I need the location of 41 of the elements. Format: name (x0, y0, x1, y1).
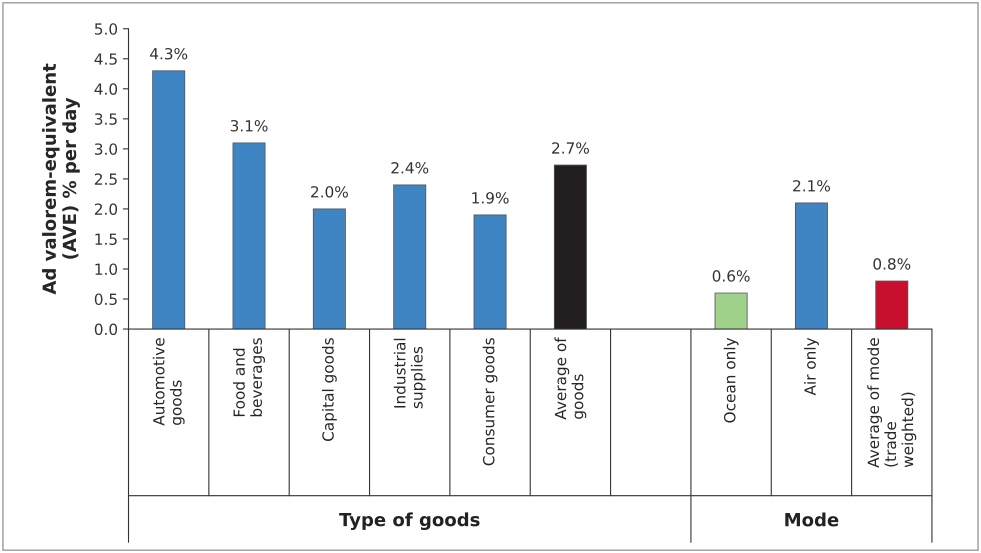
x-tick-label: Ocean only (724, 338, 738, 423)
bar (232, 142, 266, 330)
bar (875, 280, 908, 330)
x-tick-label: Food and beverages (233, 338, 265, 416)
bar (794, 202, 828, 330)
x-tick-label: Average of mode (trade weighted) (867, 338, 916, 468)
x-tick-label: Industrial supplies (394, 338, 426, 408)
x-tick-label: Capital goods (322, 338, 337, 441)
y-axis-title: Ad valorem-equivalent (AVE) % per day (42, 64, 80, 294)
bar (554, 164, 587, 330)
text: Type of goods (339, 512, 480, 530)
data-label: 4.3% (150, 48, 188, 60)
y-tick-label: 1.5 (95, 234, 117, 245)
data-label: 2.4% (391, 162, 428, 174)
x-tick-label: Average of goods (554, 337, 586, 420)
y-tick-label: 3.5 (94, 113, 117, 125)
data-label: 0.6% (712, 270, 750, 282)
x-tick-label: Consumer goods (482, 338, 498, 466)
text: Mode (785, 512, 838, 526)
data-label: 1.9% (472, 192, 509, 204)
bar (312, 208, 346, 330)
data-label: 2.1% (793, 180, 830, 192)
bar (152, 70, 186, 330)
x-tick-label: Air only (804, 338, 819, 396)
y-tick-label: 4.5 (94, 53, 117, 65)
y-tick-label: 0.5 (94, 293, 117, 306)
data-label: 0.8% (873, 258, 910, 270)
data-label: 3.1% (230, 120, 268, 132)
y-tick-label: 1.0 (95, 263, 118, 275)
data-label: 2.0% (311, 186, 348, 198)
y-tick-label: 4.0 (94, 83, 118, 95)
y-tick-label: 3.0 (94, 143, 118, 155)
bar (474, 214, 507, 330)
y-tick-label: 5.0 (94, 23, 118, 35)
data-label: 2.7% (552, 142, 589, 154)
bar (393, 184, 426, 330)
x-tick-label: Automotive goods (152, 338, 185, 426)
y-tick-label: 2.0 (94, 203, 118, 215)
bar (714, 292, 748, 330)
y-tick-label: 0.0 (94, 324, 118, 336)
y-tick-label: 2.5 (94, 173, 117, 185)
